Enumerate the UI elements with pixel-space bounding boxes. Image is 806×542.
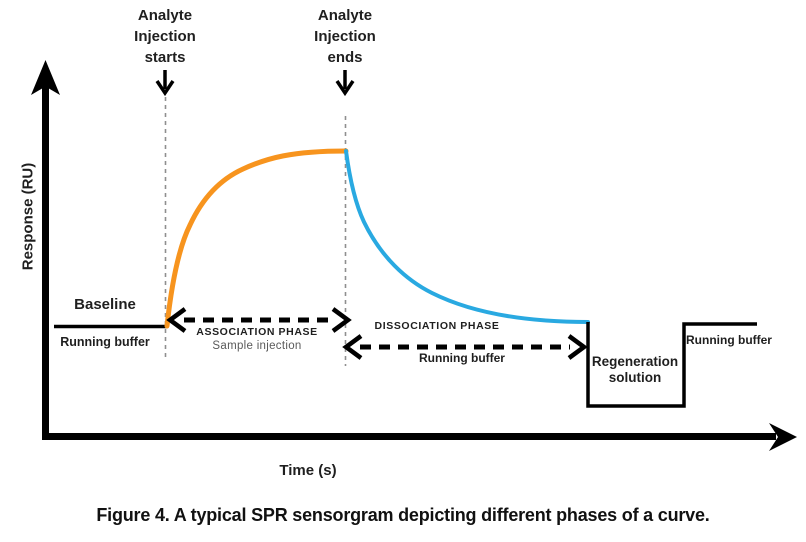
injection-ends-line3: ends	[327, 49, 363, 66]
dissociation-phase-arrow	[342, 334, 588, 360]
regeneration-solution-label: Regeneration solution	[585, 354, 685, 386]
injection-starts-label: Analyte Injection starts	[110, 5, 220, 68]
down-arrow-icon	[155, 70, 175, 97]
regeneration-trace	[586, 322, 757, 408]
dissociation-curve	[344, 149, 590, 324]
association-phase-arrow	[166, 307, 352, 333]
regeneration-line2: solution	[608, 370, 662, 385]
baseline-label: Baseline	[74, 296, 136, 313]
figure-caption: Figure 4. A typical SPR sensorgram depic…	[96, 505, 710, 525]
y-axis-label: Response (RU)	[19, 162, 37, 271]
baseline-solution-label: Running buffer	[60, 335, 150, 349]
association-solution-label: Sample injection	[212, 340, 302, 352]
dissociation-solution-label: Running buffer	[419, 351, 505, 365]
x-axis-label: Time (s)	[279, 462, 337, 479]
injection-starts-line1: Analyte	[137, 7, 193, 24]
injection-ends-label: Analyte Injection ends	[290, 5, 400, 68]
association-curve	[164, 148, 349, 329]
association-phase-label: ASSOCIATION PHASE	[196, 326, 318, 338]
injection-ends-line1: Analyte	[317, 7, 373, 24]
dissociation-phase-label: DISSOCIATION PHASE	[374, 320, 500, 332]
final-running-buffer-label: Running buffer	[686, 333, 772, 347]
injection-ends-line2: Injection	[314, 28, 376, 45]
regeneration-line1: Regeneration	[591, 354, 679, 369]
y-axis-arrowhead-icon	[31, 60, 60, 95]
injection-starts-line2: Injection	[134, 28, 196, 45]
down-arrow-icon	[335, 70, 355, 97]
x-axis-arrowhead-icon	[769, 423, 797, 451]
injection-starts-line3: starts	[144, 49, 186, 66]
